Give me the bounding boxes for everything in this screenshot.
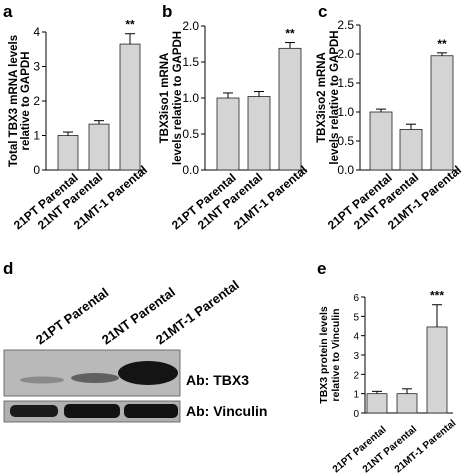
bar <box>426 326 448 414</box>
bar <box>278 47 302 171</box>
bar <box>366 393 388 414</box>
y-tick-label: 2 <box>353 370 359 381</box>
y-axis-label-line2: levels relative to GAPDH <box>172 31 184 165</box>
vinculin-band-21pt <box>10 405 58 417</box>
bar <box>119 43 141 171</box>
y-tick-label: 1 <box>353 390 359 401</box>
y-tick-label: 2.0 <box>337 47 354 61</box>
y-tick-label: 2.5 <box>337 18 354 32</box>
y-tick-label: 1 <box>33 129 40 143</box>
tbx3-band-21mt1 <box>118 361 178 385</box>
y-tick-label: 0 <box>33 163 40 177</box>
category-label: 21MT-1 Parental <box>393 418 459 476</box>
y-tick-label: 2 <box>33 94 40 108</box>
y-axis-label-line2: relative to Vinculin <box>330 308 342 401</box>
bar <box>396 393 418 414</box>
y-tick-label: 1.5 <box>182 55 199 69</box>
y-tick-label: 0.5 <box>337 134 354 148</box>
panel-letter-d: d <box>3 259 13 278</box>
significance-label: ** <box>437 37 447 51</box>
y-tick-label: 5 <box>353 312 359 323</box>
y-tick-label: 1.0 <box>337 105 354 119</box>
panel-letter-c: c <box>318 2 327 21</box>
western-blot: 21PT Parental 21NT Parental 21MT-1 Paren… <box>3 277 267 423</box>
y-axis-label-line1: TBX3iso2 mRNA <box>316 52 328 143</box>
bar <box>247 96 271 171</box>
y-tick-label: 6 <box>353 293 359 304</box>
y-axis-label-line2: relative to GAPDH <box>20 51 32 150</box>
panel-letter-e: e <box>317 259 326 278</box>
panel-letter-a: a <box>3 2 13 21</box>
vinculin-band-21mt1 <box>124 404 178 418</box>
y-axis-label-line1: TBX3iso1 mRNA <box>159 53 171 144</box>
bar <box>88 123 110 171</box>
bar <box>216 97 240 171</box>
significance-label: ** <box>285 27 295 41</box>
bar <box>57 135 79 171</box>
y-tick-label: 0.0 <box>337 163 354 177</box>
bar <box>430 55 454 171</box>
y-tick-label: 3 <box>33 60 40 74</box>
tbx3-band-21pt <box>20 376 64 384</box>
y-tick-label: 1.5 <box>337 76 354 90</box>
y-tick-label: 2.0 <box>182 19 199 33</box>
y-axis-label-line2: levels relative to GAPDH <box>329 30 341 164</box>
y-tick-label: 4 <box>33 25 40 39</box>
y-tick-label: 3 <box>353 351 359 362</box>
significance-label: *** <box>430 289 444 303</box>
bar <box>369 111 393 171</box>
tbx3-band-21nt <box>71 373 119 383</box>
y-axis-label-line1: Total TBX3 mRNA levels <box>8 35 20 167</box>
y-tick-label: 0.0 <box>182 163 199 177</box>
category-label: 21NT Parental <box>361 424 419 475</box>
lane-label-21pt: 21PT Parental <box>33 285 111 348</box>
bar <box>399 128 423 171</box>
significance-label: ** <box>125 18 135 32</box>
panel-letter-b: b <box>162 2 172 21</box>
blot-label-tbx3: Ab: TBX3 <box>186 372 249 388</box>
vinculin-band-21nt <box>64 404 120 418</box>
y-axis-label-line1: TBX3 protein levels <box>318 306 330 404</box>
y-tick-label: 0.5 <box>182 127 199 141</box>
y-tick-label: 1.0 <box>182 91 199 105</box>
y-tick-label: 0 <box>353 409 359 420</box>
y-tick-label: 4 <box>353 332 359 343</box>
blot-label-vinculin: Ab: Vinculin <box>186 403 267 419</box>
